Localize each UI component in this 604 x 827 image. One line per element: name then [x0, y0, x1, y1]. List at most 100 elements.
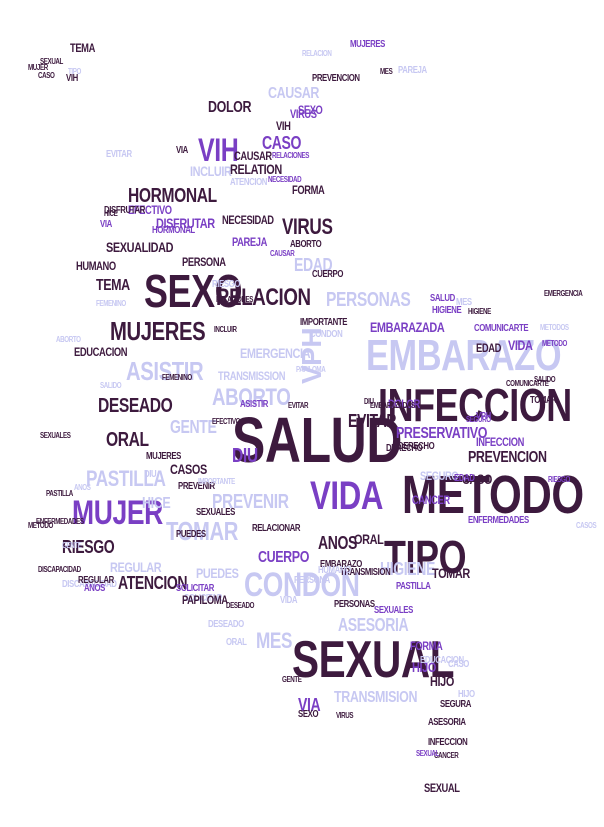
word-forma: FORMA — [292, 183, 325, 197]
word-salud: SALUD — [232, 404, 402, 476]
word-asesoria: ASESORIA — [428, 717, 466, 728]
word-hormonal: HORMONAL — [152, 225, 195, 236]
word-aborto: ABORTO — [212, 384, 291, 411]
word-derecho: DERECHO — [398, 441, 435, 452]
word-metodo: METODO — [542, 339, 567, 348]
word-evitar: EVITAR — [106, 149, 132, 160]
word-diu: DIU — [232, 445, 258, 467]
word-forma: FORMA — [410, 639, 443, 653]
word-tipo: TIPO — [68, 67, 82, 76]
word-embarazadas: EMBARAZADAS — [370, 401, 415, 410]
word-solicitar: SOLICITAR — [176, 583, 214, 594]
word-sexual: SEXUAL — [416, 749, 439, 758]
word-humano: HUMANO — [318, 565, 351, 576]
word-transmision: TRANSMISION — [334, 689, 418, 706]
word-puedes: PUEDES — [176, 529, 206, 540]
word-sexo: SEXO — [144, 265, 243, 317]
word-virus: VIRUS — [290, 107, 317, 121]
word-efectivo: EFECTIVO — [128, 203, 172, 217]
word-mujer: MUJER — [28, 63, 48, 72]
word-sexuales: SEXUALES — [40, 431, 71, 440]
word-vih: VIH — [276, 119, 291, 133]
word-vida: VIDA — [280, 595, 298, 606]
word-hormonal: HORMONAL — [128, 185, 217, 207]
word-mes: MES — [256, 628, 293, 653]
word-anos: ANOS — [318, 533, 358, 553]
word-vih: VIH — [198, 132, 239, 168]
word-prevenir: PREVENIR — [178, 481, 215, 492]
word-sexual: SEXUAL — [40, 57, 63, 66]
word-hice: HICE — [104, 209, 118, 218]
word-casos: CASOS — [170, 461, 207, 477]
word-sexuales: SEXUALES — [374, 605, 413, 616]
word-metodo: METODO — [402, 465, 584, 525]
word-edad: EDAD — [294, 255, 333, 275]
word-tomar: TOMAR — [166, 516, 239, 546]
word-emergencia: EMERGENCIA — [544, 289, 583, 298]
word-disfrutar: DISFRUTAR — [104, 205, 145, 216]
word-tema: TEMA — [70, 41, 95, 55]
word-papiloma: PAPILOMA — [182, 593, 228, 607]
word-prevenir: PREVENIR — [212, 491, 289, 513]
word-tipo: TIPO — [384, 531, 467, 583]
word-infeccion: INFECCION — [476, 435, 524, 449]
word-sexuales: SEXUALES — [196, 507, 235, 518]
word-relacion: RELACION — [302, 49, 332, 58]
word-edad: EDAD — [476, 341, 501, 355]
word-importante: IMPORTANTE — [300, 317, 348, 328]
word-mujeres: MUJERES — [350, 39, 385, 50]
word-sexual: SEXUAL — [424, 781, 460, 795]
word-necesidad: NECESIDAD — [222, 213, 274, 227]
word-asistir: ASISTIR — [126, 356, 204, 386]
word-pastilla: PASTILLA — [86, 466, 166, 491]
word-prevencion: PREVENCION — [468, 449, 547, 466]
word-hice: HICE — [142, 495, 171, 512]
word-diu: DIU — [364, 397, 374, 406]
word-caso: CASO — [38, 71, 55, 80]
word-atencion: ATENCION — [118, 573, 188, 593]
word-diu: DIU — [144, 469, 157, 480]
word-salud: SALUD — [430, 293, 455, 304]
word-efectivo: EFECTIVO — [212, 417, 241, 426]
word-sexualidad: SEXUALIDAD — [106, 239, 174, 255]
word-persona: PERSONA — [294, 575, 330, 586]
word-higiene: HIGIENE — [468, 307, 491, 316]
word-hijo: HIJO — [430, 673, 454, 689]
word-importante: IMPORTANTE — [198, 477, 235, 486]
word-causar: CAUSAR — [268, 85, 320, 102]
word-oral: ORAL — [354, 531, 384, 547]
word-infeccion: INFECCION — [428, 737, 468, 748]
word-vph: VPH — [476, 411, 491, 422]
word-vida: VIDA — [310, 474, 383, 518]
word-atencion: ATENCION — [230, 177, 268, 188]
word-tema: TEMA — [96, 277, 130, 294]
word-puedes: PUEDES — [196, 565, 239, 581]
word-cancer: CANCER — [412, 493, 450, 507]
word-educacion: EDUCACION — [420, 655, 464, 666]
word-virus: VIRUS — [282, 214, 333, 239]
word-solicitar: SOLICITAR — [184, 593, 222, 604]
word-higiene: HIGIENE — [380, 559, 436, 579]
word-relaciones: RELACIONES — [216, 295, 254, 304]
word-segura: SEGURA — [440, 699, 472, 710]
word-tomar: TOMAR — [530, 395, 557, 406]
word-riesgo: RIESGO — [212, 279, 241, 290]
word-salido: SALIDO — [100, 381, 122, 390]
word-seguro: SEGURO — [466, 415, 491, 424]
word-salido: SALIDO — [534, 375, 556, 384]
word-regular: REGULAR — [110, 559, 162, 575]
word-derecho: DERECHO — [386, 443, 423, 454]
word-asesoria: ASESORIA — [338, 615, 409, 635]
word-educacion: EDUCACION — [74, 345, 128, 359]
word-prevencion: PREVENCION — [312, 73, 360, 84]
word-higiene: HIGIENE — [432, 305, 462, 316]
word-dolor: DOLOR — [388, 397, 420, 411]
word-metodo: METODO — [28, 521, 53, 530]
word-incluir: INCLUIR — [190, 163, 232, 179]
word-cuerpo: CUERPO — [312, 269, 344, 280]
word-anos: ANOS — [84, 583, 105, 594]
word-hijo: HIJO — [412, 659, 436, 675]
word-pareja: PAREJA — [232, 235, 267, 249]
word-condon: CONDON — [310, 329, 343, 340]
word-edad: EDAD — [454, 473, 475, 484]
